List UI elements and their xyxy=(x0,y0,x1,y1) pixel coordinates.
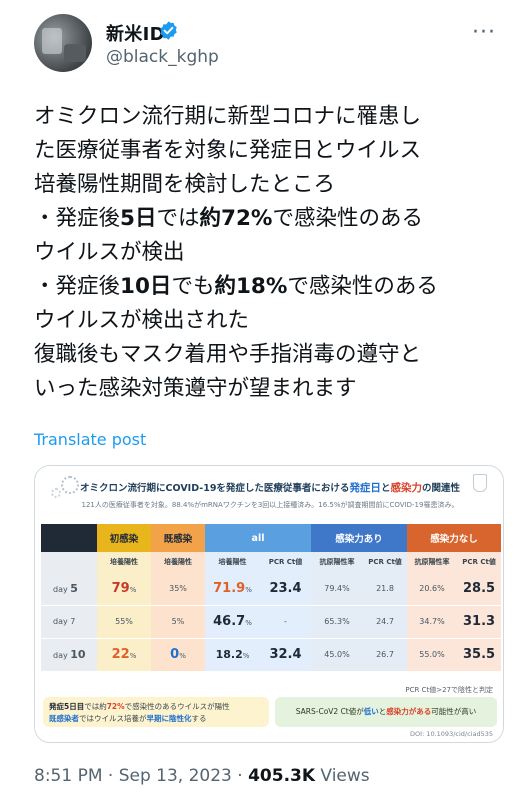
table-header-cell xyxy=(41,524,97,552)
table-header-row: 初感染 既感染 all 感染力あり 感染力なし xyxy=(41,524,502,552)
author-name[interactable]: 新米ID xyxy=(106,24,165,45)
table-subheader-cell xyxy=(41,552,97,572)
more-icon[interactable]: ··· xyxy=(472,20,496,45)
table-subheader-row: 培養陽性 培養陽性 培養陽性 PCR Ct値 抗原陽性率 PCR Ct値 抗原陽… xyxy=(41,552,502,572)
post-line: オミクロン流行期に新型コロナに罹患し xyxy=(34,104,422,129)
table-cell: 24.7 xyxy=(363,605,408,639)
avatar-photo-detail xyxy=(42,28,62,54)
post-timestamp[interactable]: 8:51 PM · Sep 13, 2023 · xyxy=(34,766,249,786)
post-line: ・発症後10日でも約18%で感染性のある xyxy=(34,274,438,299)
post-line: いった感染対策遵守が望まれます xyxy=(34,376,357,401)
table-cell: 5% xyxy=(151,605,205,639)
table-cell: 20.6% xyxy=(407,572,458,606)
table-subheader-cell: PCR Ct値 xyxy=(457,552,502,572)
avatar[interactable] xyxy=(34,14,92,72)
post-line: 培養陽性期間を検討したところ xyxy=(34,172,336,197)
results-table: 初感染 既感染 all 感染力あり 感染力なし 培養陽性 培養陽性 培養陽性 P… xyxy=(41,524,502,672)
day-cell: day 5 xyxy=(41,572,97,606)
day-cell: day 7 xyxy=(41,605,97,639)
table-cell: 23.4 xyxy=(260,572,311,606)
figure-note: PCR Ct値>27で陰性と判定 xyxy=(405,686,493,694)
table-row: day 10 22% 0% 18.2% 32.4 45.0% 26.7 55.0… xyxy=(41,638,502,672)
table-row: day 5 79% 35% 71.9% 23.4 79.4% 21.8 20.6… xyxy=(41,572,502,606)
gear-icon xyxy=(51,488,61,498)
author-handle[interactable]: @black_kghp xyxy=(106,47,219,67)
day-cell: day 10 xyxy=(41,638,97,672)
table-cell: 31.3 xyxy=(457,605,502,639)
table-cell: 55.0% xyxy=(407,638,458,672)
figure-doi: DOI: 10.1093/cid/ciad535 xyxy=(410,730,493,738)
table-subheader-cell: 培養陽性 xyxy=(205,552,260,572)
conclusion-line: 発症5日目では約72%で感染性のあるウイルスが陽性 xyxy=(49,702,230,711)
conclusion-box: 発症5日目では約72%で感染性のあるウイルスが陽性 既感染者ではウイルス培養が早… xyxy=(43,697,269,727)
post-line: ・発症後5日では約72%で感染性のある xyxy=(34,206,423,231)
table-cell: 46.7% xyxy=(205,605,260,639)
table-subheader-cell: 抗原陽性率 xyxy=(311,552,363,572)
table-header-cell: 感染力なし xyxy=(407,524,502,552)
table-subheader-cell: 抗原陽性率 xyxy=(407,552,458,572)
table-subheader-cell: PCR Ct値 xyxy=(363,552,408,572)
table-cell: 21.8 xyxy=(363,572,408,606)
gear-icon xyxy=(61,476,79,494)
figure-subtitle: 121人の医療従事者を対象。88.4%がmRNAワクチンを3回以上接種済み。16… xyxy=(81,501,459,509)
views-label: Views xyxy=(315,766,370,786)
conclusion-box: SARS-CoV2 Ct値が低いと感染力がある可能性が高い xyxy=(275,697,497,727)
table-subheader-cell: 培養陽性 xyxy=(151,552,205,572)
table-cell: 79% xyxy=(97,572,151,606)
table-cell: 45.0% xyxy=(311,638,363,672)
table-header-cell: 感染力あり xyxy=(311,524,408,552)
table-cell: 0% xyxy=(151,638,205,672)
table-cell: 34.7% xyxy=(407,605,458,639)
table-cell: 35% xyxy=(151,572,205,606)
table-cell: 22% xyxy=(97,638,151,672)
post-line: 復職後もマスク着用や手指消毒の遵守と xyxy=(34,342,422,367)
conclusion-line: 既感染者ではウイルス培養が早期に陰性化する xyxy=(49,714,207,723)
post-line: ウイルスが検出 xyxy=(34,240,185,265)
flask-icon xyxy=(473,474,487,492)
table-subheader-cell: 培養陽性 xyxy=(97,552,151,572)
post-meta: 8:51 PM · Sep 13, 2023 · 405.3K Views xyxy=(34,766,370,786)
post-line: ウイルスが検出された xyxy=(34,308,250,333)
post-text: オミクロン流行期に新型コロナに罹患し た医療従事者を対象に発症日とウイルス 培養… xyxy=(34,100,504,406)
verified-badge-icon xyxy=(160,21,177,40)
translate-post-link[interactable]: Translate post xyxy=(34,430,147,449)
table-cell: 79.4% xyxy=(311,572,363,606)
table-cell: 71.9% xyxy=(205,572,260,606)
table-cell: 65.3% xyxy=(311,605,363,639)
table-row: day 7 55% 5% 46.7% - 65.3% 24.7 34.7% 31… xyxy=(41,605,502,639)
table-cell: 18.2% xyxy=(205,638,260,672)
study-figure: オミクロン流行期にCOVID-19を発症した医療従事者における発症日と感染力の関… xyxy=(35,466,503,742)
post-header: 新米ID @black_kghp ··· xyxy=(0,0,526,90)
table-header-cell: 初感染 xyxy=(97,524,151,552)
figure-title: オミクロン流行期にCOVID-19を発症した医療従事者における発症日と感染力の関… xyxy=(80,482,460,494)
views-count: 405.3K xyxy=(248,766,316,786)
table-header-cell: all xyxy=(205,524,311,552)
table-cell: 55% xyxy=(97,605,151,639)
table-cell: 32.4 xyxy=(260,638,311,672)
post-line: た医療従事者を対象に発症日とウイルス xyxy=(34,138,422,163)
post-media-image[interactable]: オミクロン流行期にCOVID-19を発症した医療従事者における発症日と感染力の関… xyxy=(34,465,504,743)
avatar-photo-detail xyxy=(64,44,86,62)
table-cell: 26.7 xyxy=(363,638,408,672)
table-cell: - xyxy=(260,605,311,639)
table-subheader-cell: PCR Ct値 xyxy=(260,552,311,572)
table-header-cell: 既感染 xyxy=(151,524,205,552)
table-cell: 35.5 xyxy=(457,638,502,672)
table-cell: 28.5 xyxy=(457,572,502,606)
